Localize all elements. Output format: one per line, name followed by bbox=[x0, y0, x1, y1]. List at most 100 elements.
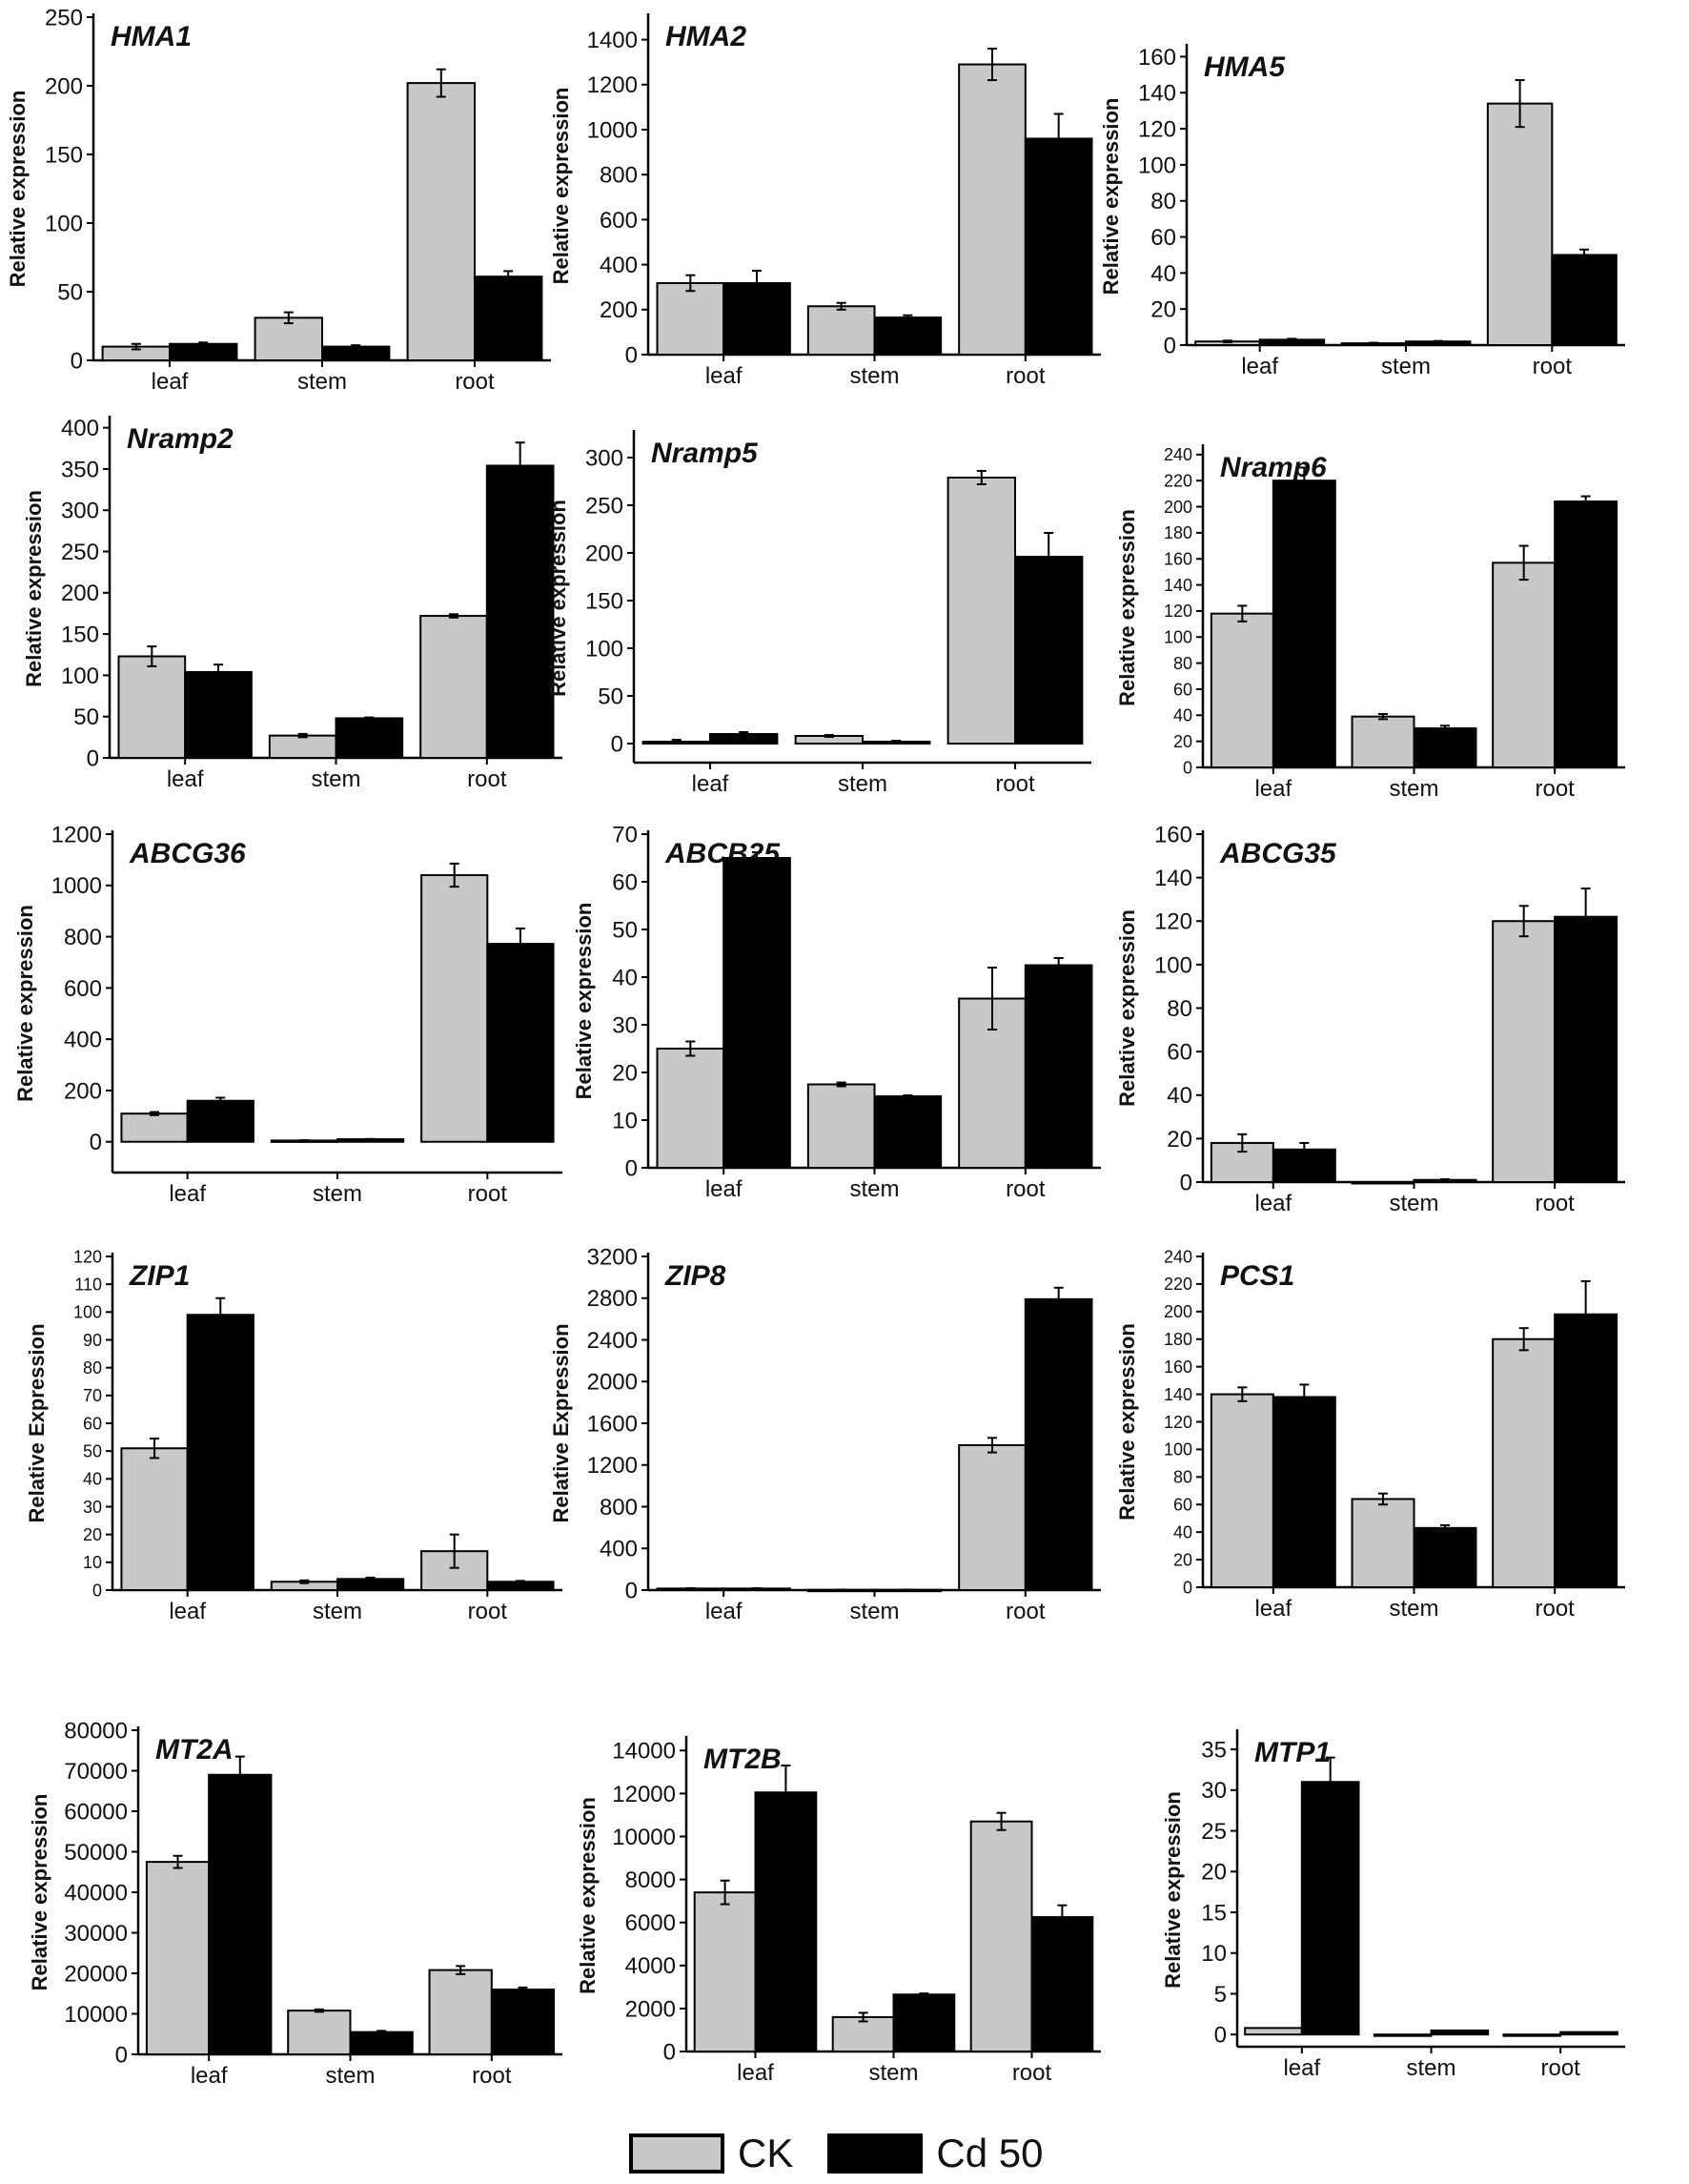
chart-nramp5: 0 50 100 150 200 250 300 Relative expression Nra… bbox=[546, 430, 1091, 797]
y-tick-label: 0 bbox=[115, 2042, 128, 2068]
y-axis-label: Relative expression bbox=[576, 1797, 600, 1994]
y-tick-label: 400 bbox=[600, 1537, 638, 1562]
bar-stem-ck bbox=[1351, 1498, 1415, 1589]
y-tick-label: 100 bbox=[585, 636, 623, 662]
y-axis-label: Relative expression bbox=[1115, 909, 1139, 1107]
y-axis-label: Relative expression bbox=[28, 1794, 51, 1991]
y-tick-label: 70000 bbox=[64, 1759, 128, 1785]
x-tick-label: stem bbox=[297, 369, 347, 395]
y-tick-label: 250 bbox=[585, 493, 623, 519]
chart-mt2b: 0 2000 4000 6000 8000 10000 12000 14000 Relative… bbox=[576, 1736, 1101, 2086]
chart-nramp6: 0 20 40 60 80 100 120 140 160 180 200 220 240 Relativ… bbox=[1115, 444, 1625, 802]
chart-title: ABCG35 bbox=[1219, 838, 1337, 869]
y-tick-label: 10 bbox=[1201, 1941, 1227, 1967]
y-tick-label: 10000 bbox=[64, 2002, 128, 2028]
bar-root-cd50 bbox=[1024, 137, 1093, 356]
bar-stem-cd50 bbox=[349, 2031, 414, 2055]
chart-abcg36: 0 200 400 600 800 1000 1200 Relative expression… bbox=[13, 822, 562, 1207]
bar-leaf-cd50 bbox=[186, 1314, 254, 1591]
y-tick-label: 160 bbox=[1154, 822, 1192, 847]
y-tick-label: 60 bbox=[612, 869, 638, 895]
y-tick-label: 40 bbox=[1167, 1083, 1192, 1109]
y-tick-label: 0 bbox=[663, 2039, 676, 2065]
y-tick-label: 40 bbox=[612, 965, 638, 990]
bar-root-cd50 bbox=[1024, 964, 1093, 1169]
y-tick-label: 0 bbox=[92, 1581, 102, 1600]
bar-leaf-ck bbox=[1210, 1393, 1274, 1589]
x-tick-label: stem bbox=[313, 1599, 362, 1624]
bar-leaf-ck bbox=[1210, 612, 1274, 769]
y-tick-label: 100 bbox=[1164, 1440, 1192, 1459]
bar-root-ck bbox=[1492, 920, 1557, 1183]
bar-root-ck bbox=[1492, 1337, 1557, 1588]
chart-zip1: 0 10 20 30 40 50 60 70 80 90 100 110 120 Relative Exp… bbox=[25, 1247, 562, 1624]
bar-root-cd50 bbox=[1551, 254, 1618, 347]
bar-root-cd50 bbox=[1030, 1916, 1094, 2053]
chart-title: Nramp2 bbox=[127, 423, 234, 455]
y-tick-label: 240 bbox=[1164, 1247, 1192, 1266]
y-tick-label: 50 bbox=[612, 917, 638, 943]
bar-stem-cd50 bbox=[1413, 726, 1477, 769]
bar-stem-ck bbox=[1373, 2033, 1433, 2037]
x-tick-label: leaf bbox=[1283, 2055, 1320, 2081]
bar-root-cd50 bbox=[1554, 1313, 1618, 1588]
y-tick-label: 1200 bbox=[587, 1453, 638, 1479]
y-tick-label: 80 bbox=[1167, 996, 1192, 1022]
y-tick-label: 70 bbox=[83, 1386, 102, 1405]
y-axis-label: Relative expression bbox=[1115, 509, 1139, 706]
bar-root-ck bbox=[428, 1969, 493, 2056]
y-axis-label: Relative expression bbox=[1099, 98, 1123, 296]
chart-hma5: 0 20 40 60 80 100 120 140 160 Relative expression… bbox=[1099, 44, 1625, 379]
y-tick-label: 400 bbox=[64, 1028, 102, 1053]
y-tick-label: 160 bbox=[1164, 1357, 1192, 1377]
y-tick-label: 2000 bbox=[625, 1996, 676, 2022]
y-tick-label: 14000 bbox=[612, 1739, 676, 1765]
y-tick-label: 220 bbox=[1164, 1275, 1192, 1294]
y-tick-label: 0 bbox=[611, 731, 623, 757]
y-axis-label: Relative Expression bbox=[25, 1323, 49, 1522]
y-tick-label: 10 bbox=[83, 1553, 102, 1572]
x-tick-label: leaf bbox=[1254, 1191, 1292, 1216]
y-tick-label: 0 bbox=[625, 342, 638, 368]
y-tick-label: 100 bbox=[1138, 153, 1176, 178]
y-tick-label: 20 bbox=[612, 1060, 638, 1086]
y-tick-label: 120 bbox=[1164, 602, 1192, 621]
y-tick-label: 200 bbox=[61, 581, 99, 606]
y-tick-label: 40 bbox=[1150, 261, 1176, 287]
bar-root-ck bbox=[958, 1443, 1027, 1591]
y-tick-label: 250 bbox=[45, 5, 83, 31]
bar-leaf-ck bbox=[656, 281, 725, 356]
x-tick-label: leaf bbox=[191, 2063, 228, 2089]
y-tick-label: 800 bbox=[600, 163, 638, 189]
bar-root-cd50 bbox=[1554, 500, 1618, 768]
y-axis-label: Relative expression bbox=[22, 490, 46, 687]
bar-root-ck bbox=[1486, 102, 1554, 346]
chart-mt2a: 0 10000 20000 30000 40000 50000 60000 70000 8000… bbox=[28, 1718, 562, 2089]
x-tick-label: root bbox=[468, 1599, 508, 1624]
y-tick-label: 30 bbox=[612, 1012, 638, 1038]
y-tick-label: 150 bbox=[585, 588, 623, 614]
y-tick-label: 140 bbox=[1164, 1385, 1192, 1404]
legend-item-ck: CK bbox=[629, 2131, 793, 2176]
chart-title: PCS1 bbox=[1220, 1260, 1294, 1292]
y-tick-label: 100 bbox=[1164, 628, 1192, 647]
y-tick-label: 50 bbox=[73, 704, 99, 730]
x-tick-label: root bbox=[1012, 2060, 1052, 2086]
y-tick-label: 200 bbox=[1164, 498, 1192, 517]
y-tick-label: 200 bbox=[45, 73, 83, 99]
y-axis-label: Relative expression bbox=[1115, 1323, 1139, 1521]
bar-leaf-cd50 bbox=[754, 1791, 818, 2052]
bar-leaf-cd50 bbox=[1272, 480, 1336, 768]
y-axis-label: Relative expression bbox=[549, 88, 573, 285]
y-tick-label: 120 bbox=[1138, 116, 1176, 142]
y-tick-label: 0 bbox=[1214, 2023, 1227, 2049]
y-tick-label: 2400 bbox=[587, 1328, 638, 1354]
x-tick-label: stem bbox=[1389, 776, 1438, 802]
y-tick-label: 300 bbox=[61, 499, 99, 524]
y-tick-label: 12000 bbox=[612, 1782, 676, 1807]
y-tick-label: 70 bbox=[612, 822, 638, 847]
bar-stem-ck bbox=[806, 305, 876, 357]
bar-stem-cd50 bbox=[873, 316, 943, 356]
bar-root-cd50 bbox=[486, 943, 555, 1143]
y-tick-label: 4000 bbox=[625, 1953, 676, 1979]
